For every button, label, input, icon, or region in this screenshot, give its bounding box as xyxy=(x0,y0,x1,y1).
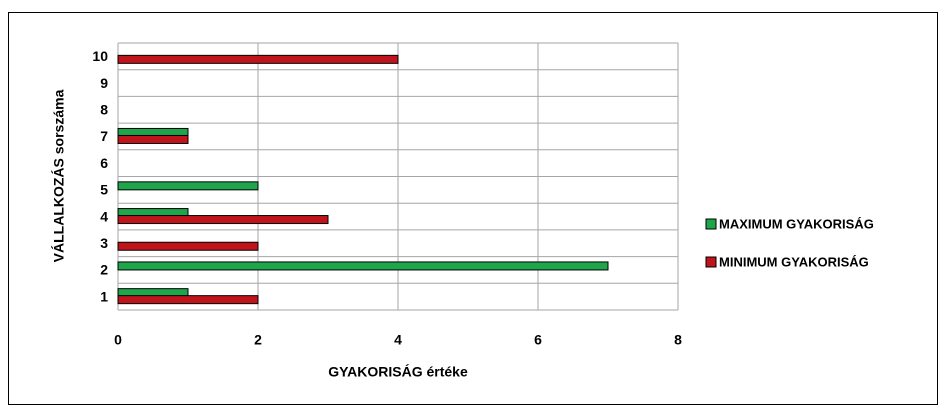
bar xyxy=(117,134,189,144)
legend-label: MINIMUM GYAKORISÁG xyxy=(719,254,869,269)
y-axis-title: VÁLLALKOZÁS sorszáma xyxy=(51,89,67,262)
bar xyxy=(117,215,329,225)
y-tick-label: 7 xyxy=(100,128,108,144)
x-axis-title: GYAKORISÁG értéke xyxy=(328,364,468,380)
x-tick-label: 8 xyxy=(674,332,682,348)
y-tick-label: 9 xyxy=(100,75,108,91)
bar xyxy=(117,261,609,271)
y-tick-label: 1 xyxy=(100,288,108,304)
y-tick-label: 10 xyxy=(92,48,108,64)
bar xyxy=(117,295,259,305)
x-tick-label: 6 xyxy=(534,332,542,348)
y-tick-label: 8 xyxy=(100,101,108,117)
bar xyxy=(117,181,259,191)
legend-swatch xyxy=(705,256,717,268)
y-tick-label: 4 xyxy=(100,208,108,224)
legend-swatch xyxy=(705,218,717,230)
x-tick-label: 4 xyxy=(394,332,402,348)
y-tick-label: 2 xyxy=(100,262,108,278)
bar xyxy=(117,54,399,64)
x-tick-label: 2 xyxy=(254,332,262,348)
y-tick-label: 6 xyxy=(100,155,108,171)
y-tick-label: 5 xyxy=(100,182,108,198)
legend-label: MAXIMUM GYAKORISÁG xyxy=(719,216,874,231)
bar xyxy=(117,241,259,251)
y-tick-label: 3 xyxy=(100,235,108,251)
x-tick-label: 0 xyxy=(114,332,122,348)
